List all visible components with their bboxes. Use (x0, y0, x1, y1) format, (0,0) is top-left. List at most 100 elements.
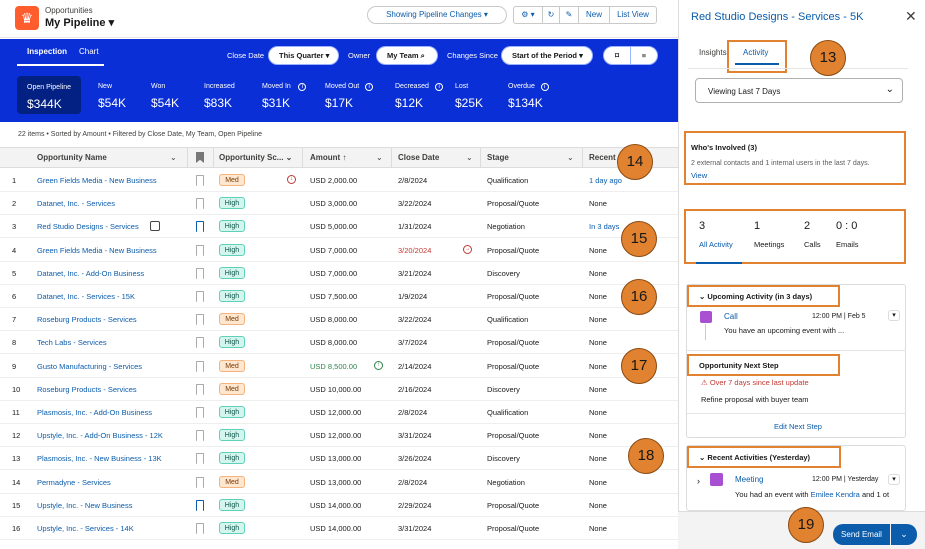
info-icon[interactable]: i (298, 83, 307, 91)
page-title[interactable]: My Pipeline ▾ (45, 17, 115, 29)
bookmark-icon[interactable] (196, 476, 204, 488)
owner-filter[interactable]: My Team ⌕ (376, 46, 438, 65)
metric-increased[interactable]: Increased $83K (204, 83, 235, 110)
count-emails[interactable]: 0 : 0 Emails (836, 220, 859, 249)
opportunity-link[interactable]: Plasmosis, Inc. - Add-On Business (37, 408, 153, 417)
opportunity-link[interactable]: Upstyle, Inc. - Services - 14K (37, 524, 134, 533)
info-icon[interactable]: i (365, 83, 374, 91)
close-icon[interactable]: ✕ (905, 8, 917, 24)
whos-involved-view-link[interactable]: View (691, 171, 708, 180)
close-date-filter[interactable]: This Quarter ▾ (268, 46, 339, 65)
changes-since-filter[interactable]: Start of the Period ▾ (501, 46, 593, 65)
expand-chevron-icon[interactable]: › (697, 476, 700, 486)
table-row[interactable]: 2 Datanet, Inc. - Services High USD 3,00… (0, 192, 678, 216)
call-link[interactable]: Call (724, 312, 738, 321)
bookmark-icon[interactable] (196, 221, 204, 233)
col-stage-chevron-icon[interactable]: ⌄ (567, 153, 574, 162)
col-date-chevron-icon[interactable]: ⌄ (466, 153, 473, 162)
bookmark-icon[interactable] (196, 244, 204, 256)
metric-moved-in[interactable]: Moved In $31K (262, 83, 291, 110)
bookmark-icon[interactable] (196, 523, 204, 534)
meeting-person-link[interactable]: Emilee Kendra (810, 490, 860, 499)
tab-inspection[interactable]: Inspection (27, 47, 68, 56)
edit-next-step-link[interactable]: Edit Next Step (774, 422, 822, 431)
meeting-menu-chevron-icon[interactable]: ▾ (888, 474, 900, 485)
bookmark-icon[interactable] (196, 430, 204, 442)
bookmark-icon[interactable] (196, 314, 204, 326)
table-row[interactable]: 6 Datanet, Inc. - Services - 15K High US… (0, 285, 678, 308)
table-row[interactable]: 9 Gusto Manufacturing - Services Med USD… (0, 355, 678, 378)
opportunity-link[interactable]: Datanet, Inc. - Services - 15K (37, 292, 135, 301)
table-row[interactable]: 4 Green Fields Media - New Business High… (0, 239, 678, 262)
tab-activity[interactable]: Activity (743, 48, 769, 57)
upcoming-activity-header[interactable]: ⌄ Upcoming Activity (in 3 days) (687, 285, 840, 307)
opportunity-link[interactable]: Roseburg Products - Services (37, 315, 137, 325)
opportunity-link[interactable]: Plasmosis, Inc. - New Business - 13K (37, 454, 162, 464)
count-meetings[interactable]: 1 Meetings (754, 220, 784, 249)
bookmark-icon[interactable] (196, 198, 204, 210)
meeting-link[interactable]: Meeting (735, 475, 764, 484)
opportunity-link[interactable]: Roseburg Products - Services (37, 384, 137, 394)
tab-chart[interactable]: Chart (79, 47, 99, 56)
count-all-activity[interactable]: 3 All Activity (699, 220, 733, 249)
recent-activities-header[interactable]: ⌄ Recent Activities (Yesterday) (687, 446, 841, 468)
opportunity-link[interactable]: Tech Labs - Services (37, 338, 107, 348)
opportunity-link[interactable]: Datanet, Inc. - Services (37, 199, 115, 209)
col-opportunity-name[interactable]: Opportunity Name (37, 153, 107, 162)
list-view-button[interactable]: List View (609, 6, 657, 24)
bookmark-icon[interactable] (196, 360, 204, 372)
bookmark-icon[interactable] (196, 337, 204, 349)
table-row[interactable]: 12 Upstyle, Inc. - Add-On Business - 12K… (0, 424, 678, 448)
table-row[interactable]: 8 Tech Labs - Services High USD 8,000.00… (0, 331, 678, 355)
call-menu-chevron-icon[interactable]: ▾ (888, 310, 900, 321)
table-row[interactable]: 16 Upstyle, Inc. - Services - 14K High U… (0, 517, 678, 540)
tab-insights[interactable]: Insights (699, 48, 727, 57)
col-stage[interactable]: Stage (487, 153, 509, 162)
opportunity-link[interactable]: Permadyne - Services (37, 477, 111, 487)
table-row[interactable]: 3 Red Studio Designs - Services High USD… (0, 215, 678, 239)
recent-activity-value[interactable]: In 3 days (589, 222, 620, 232)
bookmark-icon[interactable] (196, 383, 204, 395)
settings-menu-button[interactable]: ⚙ ▾ (513, 6, 543, 24)
info-icon[interactable]: i (435, 83, 444, 91)
table-row[interactable]: 5 Datanet, Inc. - Add-On Business High U… (0, 262, 678, 285)
table-row[interactable]: 13 Plasmosis, Inc. - New Business - 13K … (0, 447, 678, 471)
col-opportunity-score[interactable]: Opportunity Sc... ⌄ (219, 153, 293, 162)
metric-moved-out[interactable]: Moved Out $17K (325, 83, 359, 110)
metric-lost[interactable]: Lost $25K (455, 83, 483, 110)
bookmark-icon[interactable] (196, 291, 204, 302)
refresh-button[interactable]: ↻ (542, 6, 560, 24)
table-row[interactable]: 1 Green Fields Media - New Business Med … (0, 169, 678, 192)
table-row[interactable]: 11 Plasmosis, Inc. - Add-On Business Hig… (0, 401, 678, 424)
opportunity-link[interactable]: Upstyle, Inc. - Add-On Business - 12K (37, 431, 163, 441)
metric-won[interactable]: Won $54K (151, 83, 179, 110)
bookmark-icon[interactable] (196, 499, 204, 511)
opportunity-link[interactable]: Gusto Manufacturing - Services (37, 361, 143, 371)
opportunity-link[interactable]: Upstyle, Inc. - New Business (37, 500, 133, 510)
pipeline-changes-toggle[interactable]: Showing Pipeline Changes ▾ (367, 6, 507, 24)
bookmark-icon[interactable] (196, 453, 204, 465)
viewing-range-select[interactable]: Viewing Last 7 Days ⌄ (695, 78, 903, 103)
bookmark-icon[interactable]: ⌑ (603, 46, 631, 65)
bookmark-icon[interactable] (196, 267, 204, 279)
table-row[interactable]: 10 Roseburg Products - Services Med USD … (0, 378, 678, 401)
count-calls[interactable]: 2 Calls (804, 220, 821, 249)
col-recent[interactable]: Recent (589, 153, 616, 162)
recent-activity-value[interactable]: 1 day ago (589, 176, 622, 185)
col-amount[interactable]: Amount ↑ (310, 153, 347, 162)
send-email-button[interactable]: Send Email (833, 524, 890, 545)
col-name-chevron-icon[interactable]: ⌄ (170, 153, 177, 162)
metric-decreased[interactable]: Decreased $12K (395, 83, 429, 110)
table-row[interactable]: 7 Roseburg Products - Services Med USD 8… (0, 308, 678, 332)
new-button[interactable]: New (578, 6, 610, 24)
metric-open-pipeline[interactable]: Open Pipeline $344K (27, 84, 71, 111)
info-icon[interactable]: i (540, 83, 549, 91)
table-row[interactable]: 14 Permadyne - Services Med USD 13,000.0… (0, 471, 678, 494)
split-view-icon[interactable] (150, 221, 160, 232)
opportunity-link[interactable]: Datanet, Inc. - Add-On Business (37, 268, 145, 278)
filter-icon[interactable]: ≡ (630, 46, 658, 65)
send-email-menu-chevron-icon[interactable]: ⌄ (891, 524, 917, 545)
metric-overdue[interactable]: Overdue $134K (508, 83, 543, 110)
table-row[interactable]: 15 Upstyle, Inc. - New Business High USD… (0, 494, 678, 517)
col-close-date[interactable]: Close Date (398, 153, 440, 162)
